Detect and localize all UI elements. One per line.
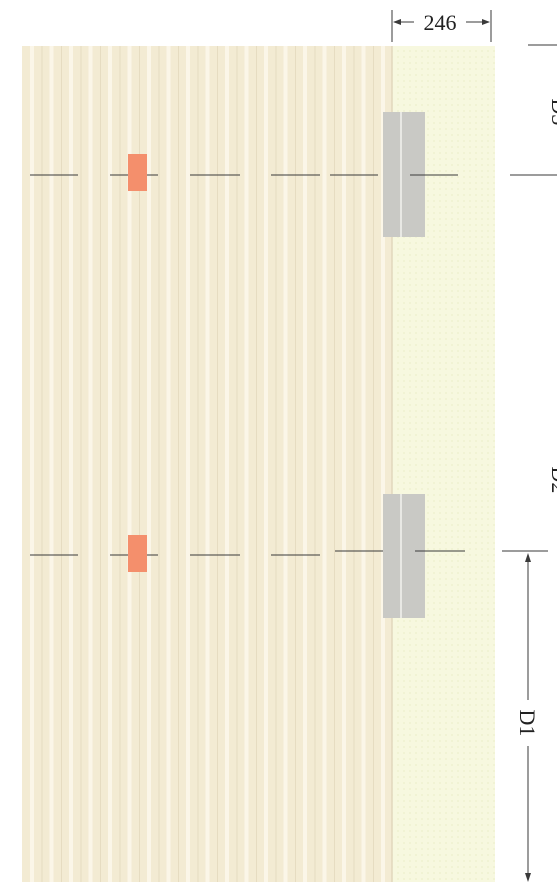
arrow-head [482, 19, 490, 25]
arrow-head [525, 553, 531, 562]
dimension-right: D1 D2 D3 [502, 44, 557, 882]
panel-stripe [205, 46, 210, 882]
dimension-label-246: 246 [424, 10, 457, 35]
panel-stripe [244, 46, 249, 882]
panel-stripe [147, 46, 151, 882]
panel-stripes [30, 46, 394, 882]
panel-stripe [88, 46, 93, 882]
panel-stripe [322, 46, 327, 882]
red-block [128, 535, 147, 572]
panel-stripe [49, 46, 54, 882]
panel-stripe [264, 46, 268, 882]
gray-block [383, 494, 425, 618]
panel-stripe [108, 46, 112, 882]
panel-stripe [283, 46, 288, 882]
panel-stripe [342, 46, 346, 882]
hardware-row-bottom [30, 494, 465, 618]
arrow-head [525, 873, 531, 882]
dimension-label-d2: D2 [547, 467, 557, 494]
panel-stripe [166, 46, 171, 882]
panel-stripe [186, 46, 190, 882]
panel-stripe [69, 46, 73, 882]
arrow-head [393, 19, 401, 25]
panel-stripe [30, 46, 34, 882]
panel-stripe [361, 46, 366, 882]
dimension-label-d1: D1 [515, 710, 540, 737]
panel-stripe [127, 46, 132, 882]
dimension-label-d3: D3 [547, 99, 557, 126]
panel-stripe [303, 46, 307, 882]
red-block [128, 154, 147, 191]
dimension-246: 246 [391, 10, 492, 42]
panel-stripe [381, 46, 385, 882]
panel-stripe [225, 46, 229, 882]
hardware-row-top [30, 112, 458, 237]
